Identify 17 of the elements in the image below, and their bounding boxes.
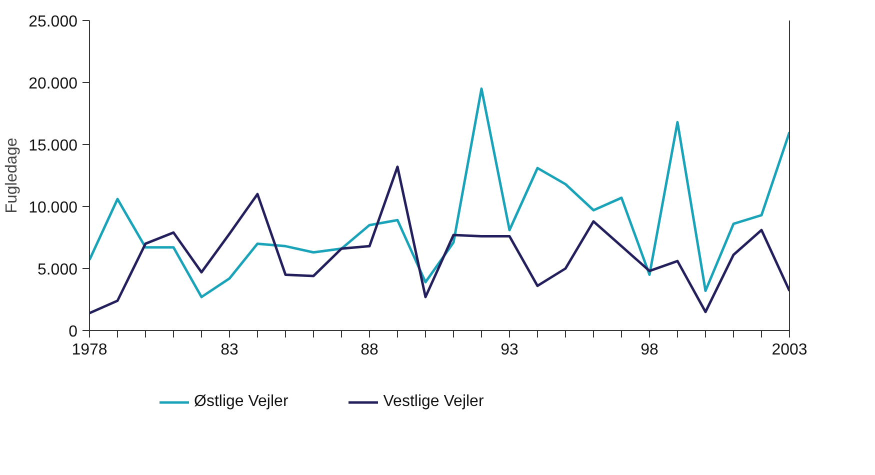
x-tick-label: 98: [640, 342, 658, 358]
x-tick-label: 83: [220, 342, 238, 358]
x-tick-label: 93: [500, 342, 518, 358]
y-axis-title: Fugledage: [4, 138, 21, 214]
line-series: [90, 166, 790, 314]
y-tick-label: 10.000: [28, 200, 78, 216]
y-tick-label: 20.000: [28, 76, 78, 92]
y-tick-label: 25.000: [28, 14, 78, 30]
line-series: [90, 87, 790, 298]
y-tick-label: 5.000: [37, 262, 78, 278]
x-tick-label: 1978: [72, 342, 108, 358]
y-tick-label: 15.000: [28, 138, 78, 154]
x-tick-label: 2003: [772, 342, 808, 358]
x-tick-label: 88: [360, 342, 378, 358]
legend-label: Østlige Vejler: [194, 393, 288, 411]
y-tick-label: 0: [68, 324, 78, 340]
legend-label: Vestlige Vejler: [383, 393, 484, 411]
